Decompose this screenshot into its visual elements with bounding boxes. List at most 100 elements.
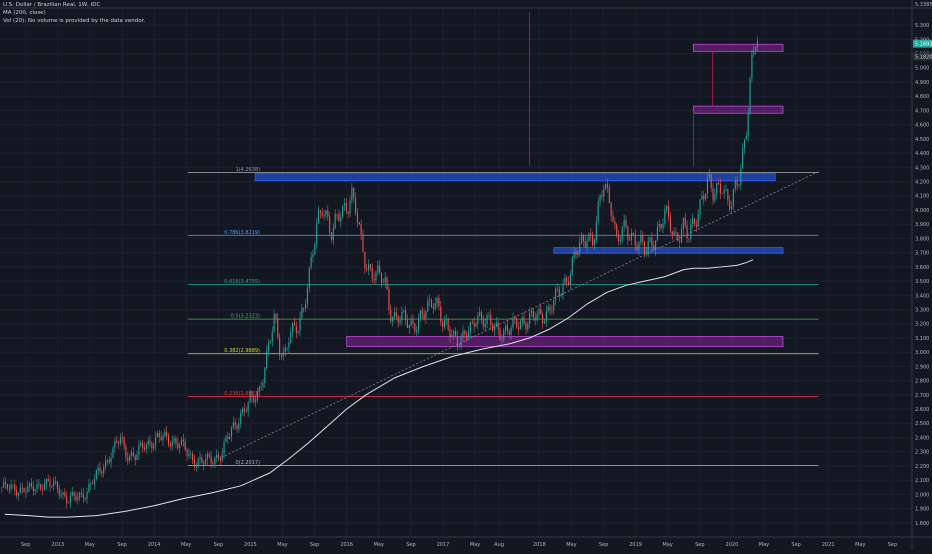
candle-body: [273, 314, 275, 332]
candle-body: [721, 193, 723, 195]
candle-body: [151, 443, 153, 449]
candle-body: [488, 314, 490, 316]
price-tick-label: 1.900: [915, 507, 929, 513]
candle-body: [249, 395, 251, 403]
candle-body: [190, 453, 192, 455]
candle-body: [92, 483, 94, 485]
candle-body: [432, 307, 434, 309]
fib-label: 1(4.2638): [235, 167, 260, 173]
candle-body: [269, 341, 271, 344]
candle-body: [419, 310, 421, 319]
candle-body: [542, 314, 544, 324]
candle-body: [616, 224, 618, 236]
time-tick-label: May: [85, 542, 95, 548]
candle-body: [288, 342, 290, 348]
candle-body: [364, 251, 366, 269]
candle-body: [401, 311, 403, 321]
price-tick-label: 2.000: [915, 492, 929, 498]
time-tick-label: 2017: [437, 542, 450, 548]
candle-body: [484, 323, 486, 327]
candle-body: [149, 440, 151, 444]
candle-body: [543, 321, 546, 324]
fib-label: 0.786(3.8219): [224, 230, 260, 236]
candle-body: [236, 425, 238, 429]
candle-body: [518, 327, 520, 330]
candle-body: [649, 237, 651, 241]
candle-body: [323, 214, 325, 216]
time-tick-label: May: [855, 542, 865, 548]
price-tick-label: 4.300: [915, 165, 929, 171]
candle-body: [343, 202, 346, 206]
candle-body: [380, 272, 383, 283]
blue-zone: [553, 247, 784, 254]
candle-body: [66, 496, 68, 503]
candle-body: [597, 201, 599, 222]
candle-body: [312, 254, 314, 258]
candle-body: [282, 351, 284, 357]
candle-body: [203, 462, 205, 465]
candle-body: [605, 184, 607, 189]
price-tick-label: 4.500: [915, 137, 929, 143]
candle-body: [36, 484, 38, 490]
candle-body: [166, 431, 168, 436]
candle-body: [656, 226, 659, 241]
price-tick-label: 2.800: [915, 379, 929, 385]
candle-body: [342, 205, 344, 218]
candle-body: [123, 438, 125, 447]
candle-body: [614, 221, 616, 225]
candle-body: [43, 483, 46, 490]
candle-body: [143, 447, 146, 450]
candle-body: [262, 382, 264, 388]
legend-volume: Vol (20): No volume is provided by the d…: [3, 18, 146, 24]
candle-body: [82, 493, 84, 499]
candle-body: [440, 306, 442, 322]
candle-body: [455, 331, 457, 337]
price-tick-label: 4.700: [915, 108, 929, 114]
fib-label: 0.382(2.9889): [224, 348, 260, 354]
candle-body: [169, 444, 171, 447]
candle-body: [212, 463, 214, 465]
price-tick-label: 1.800: [915, 521, 929, 527]
candle-body: [253, 396, 255, 403]
candle-body: [575, 251, 577, 255]
candle-body: [314, 243, 316, 255]
candle-body: [423, 314, 425, 319]
candle-body: [34, 489, 36, 492]
candle-body: [608, 187, 610, 204]
candle-body: [77, 497, 79, 500]
candle-body: [651, 237, 653, 246]
candle-body: [593, 239, 596, 245]
candle-body: [580, 235, 583, 243]
candle-body: [227, 437, 229, 439]
candle-body: [138, 445, 140, 455]
candle-body: [417, 318, 420, 331]
time-tick-label: Sep: [888, 542, 897, 548]
candle-body: [345, 202, 347, 212]
candle-body: [532, 310, 534, 318]
candle-body: [621, 227, 623, 240]
candle-body: [623, 219, 625, 228]
candle-body: [429, 299, 431, 301]
candle-body: [534, 317, 536, 321]
candle-body: [197, 459, 199, 466]
candle-body: [669, 216, 671, 232]
candle-body: [668, 205, 670, 217]
candle-body: [360, 224, 362, 235]
candle-body: [706, 176, 709, 194]
candle-body: [601, 195, 603, 197]
candle-body: [116, 441, 118, 443]
candle-body: [188, 454, 190, 456]
candle-body: [497, 322, 499, 330]
candle-body: [356, 213, 358, 222]
candle-body: [562, 283, 564, 295]
candle-body: [223, 441, 225, 454]
candle-body: [727, 189, 729, 200]
time-tick-label: May: [759, 542, 769, 548]
candle-body: [675, 232, 677, 234]
candle-body: [566, 277, 568, 282]
candle-body: [158, 433, 160, 438]
candle-body: [21, 487, 23, 489]
candle-body: [453, 331, 455, 336]
candle-body: [338, 214, 340, 222]
